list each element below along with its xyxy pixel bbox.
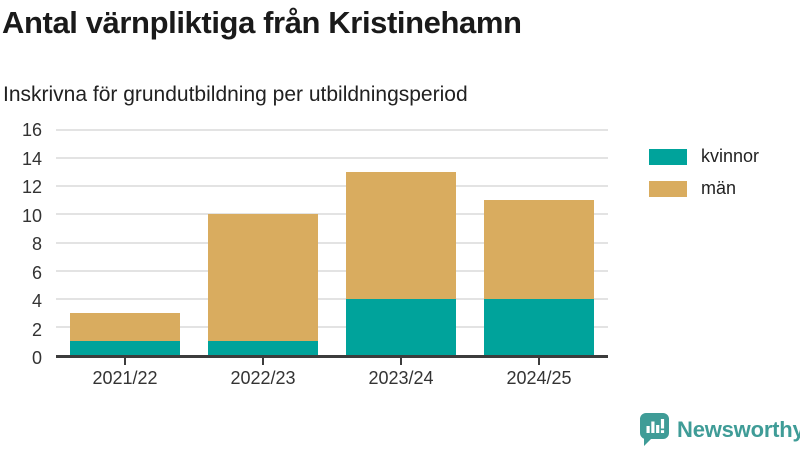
y-tick-label: 6: [31, 262, 42, 283]
bar-segment-män: [346, 172, 456, 299]
y-tick-label: 12: [21, 177, 42, 197]
plot-area: [56, 129, 608, 365]
chart-subtitle: Inskrivna för grundutbildning per utbild…: [3, 83, 468, 106]
gridline: [56, 185, 608, 188]
bar-group: [332, 130, 470, 365]
y-tick-label: 0: [31, 348, 42, 368]
x-tick-label: 2021/22: [92, 368, 158, 388]
x-tick-mark: [400, 358, 402, 365]
bar-segment-män: [70, 312, 180, 341]
legend-swatch: [649, 148, 687, 165]
y-tick-label: 4: [31, 291, 42, 311]
legend-item-män: män: [649, 178, 759, 199]
x-tick-label: 2022/23: [230, 368, 296, 388]
legend-label: kvinnor: [701, 146, 760, 166]
legend-label: män: [701, 178, 737, 198]
chart-title: Antal värnpliktiga från Kristinehamn: [2, 5, 522, 40]
bar-segment-män: [484, 200, 594, 299]
bar-stack: [346, 130, 456, 355]
gridline: [56, 297, 608, 300]
bar-segment-kvinnor: [208, 340, 318, 355]
legend: kvinnor män: [649, 146, 759, 210]
gridline: [56, 157, 608, 160]
newsworthy-branding: Newsworthy: [640, 413, 800, 446]
gridline: [56, 325, 608, 328]
gridline: [56, 241, 608, 244]
y-tick-label: 10: [21, 205, 42, 226]
x-tick-mark: [262, 358, 264, 365]
legend-item-kvinnor: kvinnor: [649, 146, 759, 167]
bars-container: [56, 130, 608, 365]
gridline: [56, 213, 608, 216]
bar-group: [194, 130, 332, 365]
bar-stack: [208, 130, 318, 355]
bar-segment-kvinnor: [70, 340, 180, 355]
x-tick-label: 2023/24: [368, 368, 434, 388]
bar-segment-kvinnor: [346, 298, 456, 355]
bar-group: [56, 130, 194, 365]
bar-group: [470, 130, 608, 365]
gridline: [56, 269, 608, 272]
y-tick-label: 2: [31, 319, 42, 340]
gridline: [56, 129, 608, 131]
bar-chart-speech-bubble-icon: [640, 413, 669, 446]
bar-segment-män: [208, 214, 318, 341]
y-tick-label: 8: [31, 234, 42, 254]
x-tick-mark: [538, 358, 540, 365]
bar-segment-kvinnor: [484, 298, 594, 355]
legend-swatch: [649, 180, 687, 197]
brand-name: Newsworthy: [677, 416, 800, 442]
x-axis-labels: 2021/22 2022/23 2023/24 2024/25: [56, 368, 608, 389]
y-tick-label: 14: [21, 148, 42, 169]
bar-stack: [484, 130, 594, 355]
x-tick-mark: [124, 358, 126, 365]
bar-stack: [70, 130, 180, 355]
x-tick-label: 2024/25: [506, 368, 572, 388]
y-axis-labels: 0 2 4 6 8 10 12 14 16: [0, 120, 42, 368]
y-tick-label: 16: [21, 120, 42, 140]
gridlines: [56, 129, 608, 355]
